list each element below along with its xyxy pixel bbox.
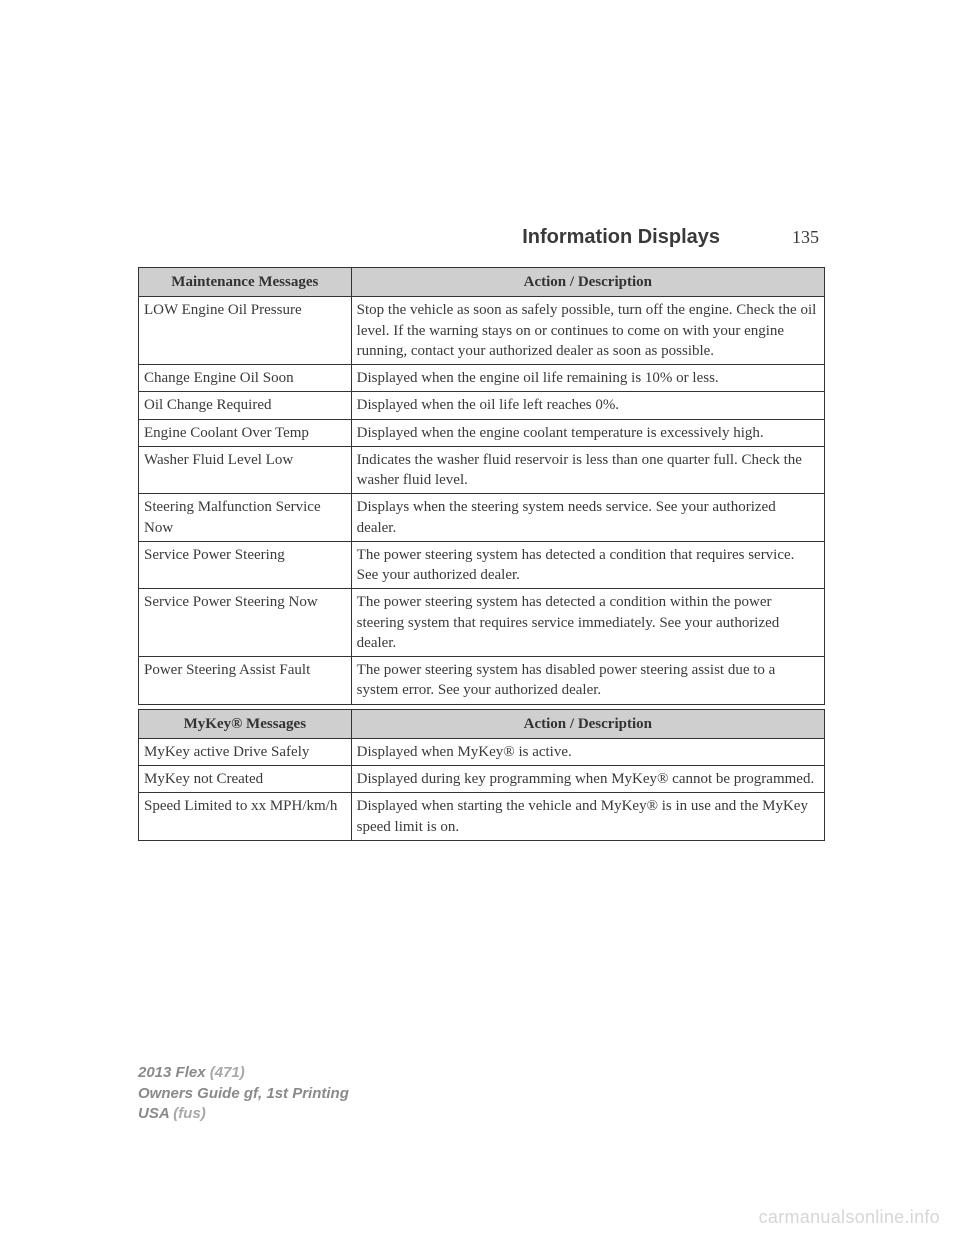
page-number: 135: [792, 227, 819, 248]
message-cell: Service Power Steering: [139, 541, 352, 589]
description-cell: Displays when the steering system needs …: [351, 494, 824, 542]
footer-line-3: USA (fus): [138, 1104, 349, 1124]
footer-line-1: 2013 Flex (471): [138, 1063, 349, 1083]
description-cell: Stop the vehicle as soon as safely possi…: [351, 297, 824, 365]
description-cell: Displayed when MyKey® is active.: [351, 738, 824, 765]
maintenance-tbody: LOW Engine Oil PressureStop the vehicle …: [139, 297, 825, 704]
footer-region-code: (fus): [173, 1105, 206, 1122]
message-cell: Power Steering Assist Fault: [139, 657, 352, 705]
footer-model: 2013 Flex: [138, 1064, 206, 1081]
section-title: Information Displays: [522, 226, 720, 249]
message-cell: Service Power Steering Now: [139, 589, 352, 657]
table-row: Oil Change RequiredDisplayed when the oi…: [139, 392, 825, 419]
message-cell: Change Engine Oil Soon: [139, 365, 352, 392]
description-cell: The power steering system has detected a…: [351, 541, 824, 589]
page-content: Information Displays 135 Maintenance Mes…: [0, 0, 960, 841]
footer-region: USA: [138, 1105, 169, 1122]
table-row: LOW Engine Oil PressureStop the vehicle …: [139, 297, 825, 365]
message-cell: Engine Coolant Over Temp: [139, 419, 352, 446]
description-cell: Indicates the washer fluid reservoir is …: [351, 446, 824, 494]
table-row: Service Power Steering NowThe power stee…: [139, 589, 825, 657]
table-row: MyKey active Drive SafelyDisplayed when …: [139, 738, 825, 765]
description-cell: Displayed when the engine oil life remai…: [351, 365, 824, 392]
message-cell: Speed Limited to xx MPH/km/h: [139, 793, 352, 841]
table-header-row: MyKey® Messages Action / Description: [139, 709, 825, 738]
mykey-tbody: MyKey active Drive SafelyDisplayed when …: [139, 738, 825, 840]
description-cell: The power steering system has disabled p…: [351, 657, 824, 705]
message-cell: LOW Engine Oil Pressure: [139, 297, 352, 365]
col-header-description: Action / Description: [351, 268, 824, 297]
mykey-table: MyKey® Messages Action / Description MyK…: [138, 709, 825, 841]
table-row: Steering Malfunction Service NowDisplays…: [139, 494, 825, 542]
description-cell: Displayed when starting the vehicle and …: [351, 793, 824, 841]
table-row: Service Power SteeringThe power steering…: [139, 541, 825, 589]
footer-code: (471): [210, 1064, 245, 1081]
col-header-description: Action / Description: [351, 709, 824, 738]
page-header: Information Displays 135: [138, 226, 825, 249]
description-cell: Displayed when the oil life left reaches…: [351, 392, 824, 419]
table-row: Engine Coolant Over TempDisplayed when t…: [139, 419, 825, 446]
message-cell: Washer Fluid Level Low: [139, 446, 352, 494]
table-header-row: Maintenance Messages Action / Descriptio…: [139, 268, 825, 297]
footer: 2013 Flex (471) Owners Guide gf, 1st Pri…: [138, 1063, 349, 1124]
col-header-messages: Maintenance Messages: [139, 268, 352, 297]
message-cell: Oil Change Required: [139, 392, 352, 419]
message-cell: MyKey active Drive Safely: [139, 738, 352, 765]
maintenance-table: Maintenance Messages Action / Descriptio…: [138, 267, 825, 705]
description-cell: Displayed during key programming when My…: [351, 766, 824, 793]
table-row: MyKey not CreatedDisplayed during key pr…: [139, 766, 825, 793]
footer-line-2: Owners Guide gf, 1st Printing: [138, 1084, 349, 1104]
watermark: carmanualsonline.info: [759, 1207, 940, 1228]
col-header-messages: MyKey® Messages: [139, 709, 352, 738]
message-cell: MyKey not Created: [139, 766, 352, 793]
description-cell: The power steering system has detected a…: [351, 589, 824, 657]
table-row: Change Engine Oil SoonDisplayed when the…: [139, 365, 825, 392]
message-cell: Steering Malfunction Service Now: [139, 494, 352, 542]
description-cell: Displayed when the engine coolant temper…: [351, 419, 824, 446]
table-row: Power Steering Assist FaultThe power ste…: [139, 657, 825, 705]
table-row: Speed Limited to xx MPH/km/hDisplayed wh…: [139, 793, 825, 841]
table-row: Washer Fluid Level LowIndicates the wash…: [139, 446, 825, 494]
